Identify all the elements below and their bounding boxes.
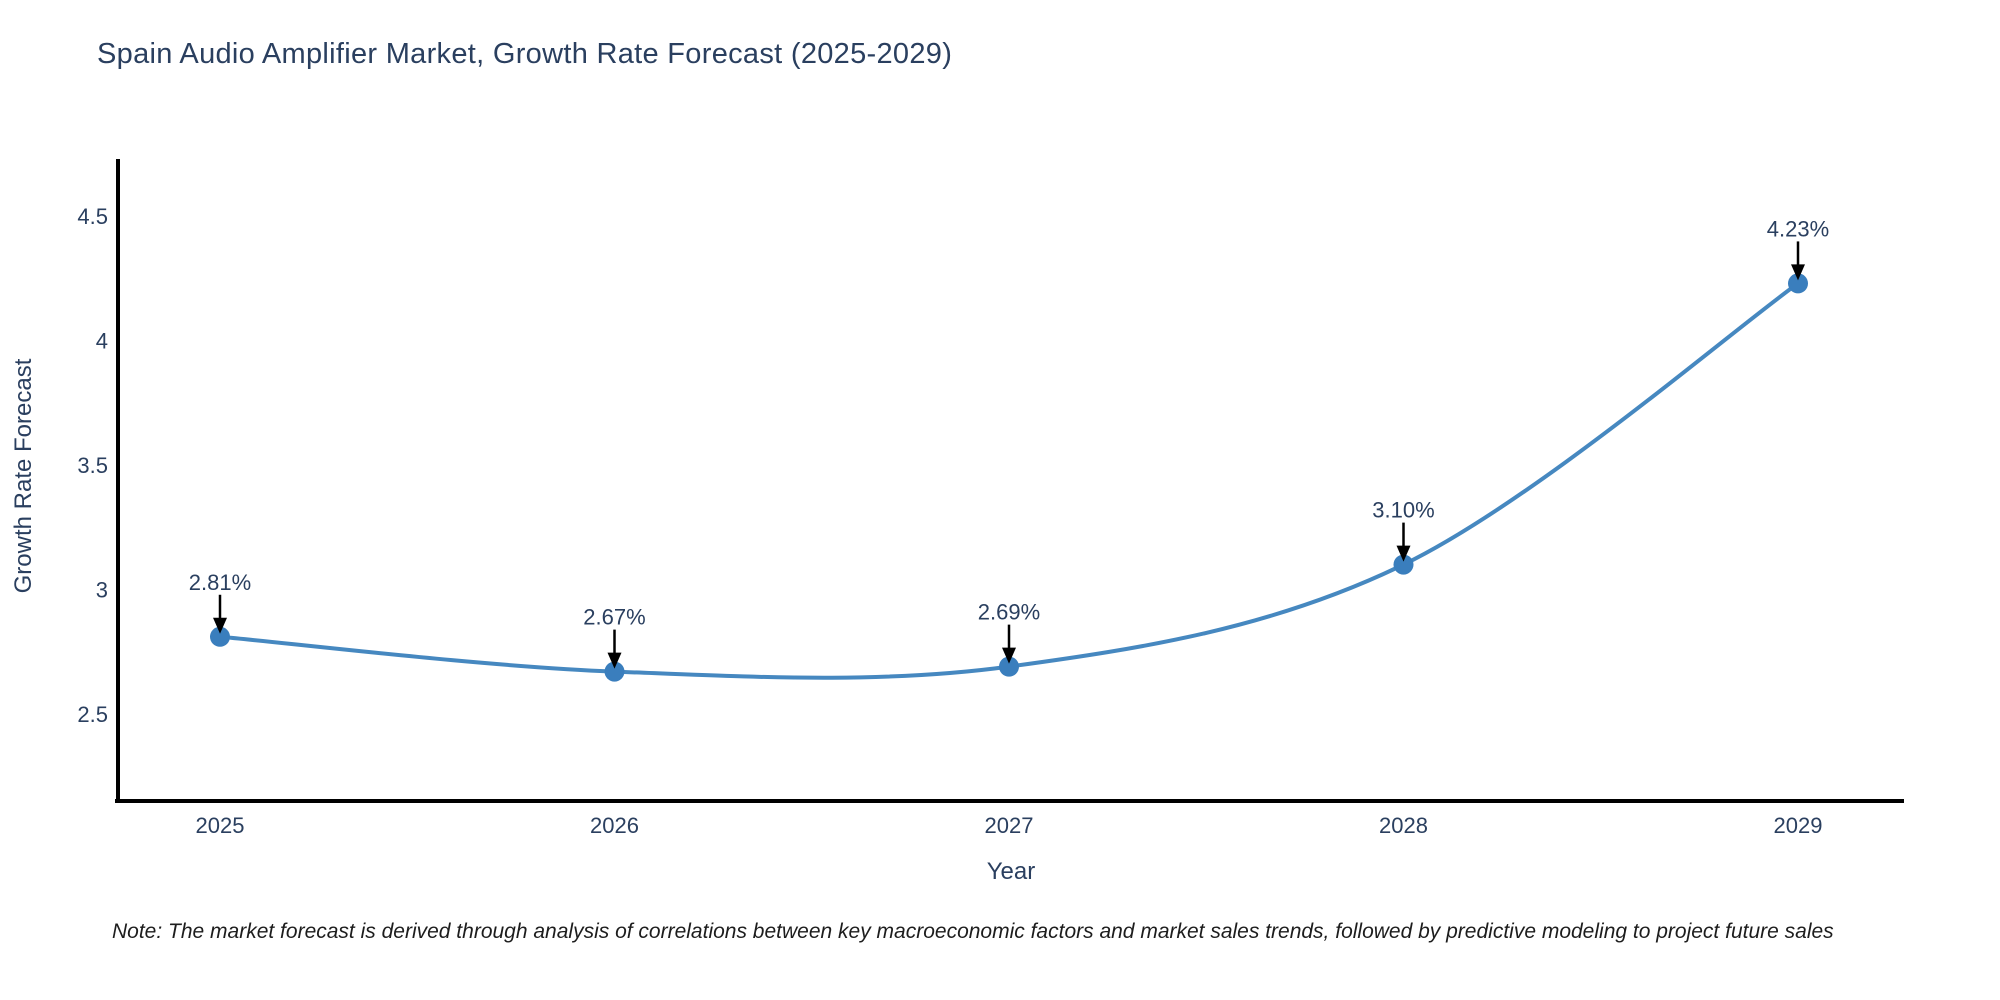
annotation-arrowhead (1791, 264, 1805, 281)
x-tick-label: 2026 (590, 813, 639, 838)
x-tick-label: 2025 (196, 813, 245, 838)
footnote: Note: The market forecast is derived thr… (112, 920, 1834, 943)
point-annotation-label: 3.10% (1372, 498, 1434, 523)
point-annotation-label: 4.23% (1767, 216, 1829, 241)
y-tick-label: 4.5 (77, 204, 108, 229)
point-annotation-label: 2.69% (978, 600, 1040, 625)
y-tick-label: 3 (96, 577, 108, 602)
y-tick-label: 3.5 (77, 453, 108, 478)
y-tick-label: 4 (96, 329, 108, 354)
x-axis-title: Year (986, 858, 1036, 885)
data-point-marker (1393, 554, 1414, 575)
data-point-marker (604, 661, 625, 682)
data-point-marker (210, 626, 230, 647)
x-tick-label: 2029 (1774, 813, 1823, 838)
annotation-arrowhead (213, 617, 227, 634)
point-annotation-label: 2.67% (583, 605, 645, 630)
series-line (218, 281, 1800, 680)
chart-title: Spain Audio Amplifier Market, Growth Rat… (97, 38, 953, 70)
annotation-arrowhead (1002, 647, 1016, 664)
y-tick-label: 2.5 (77, 702, 108, 727)
data-point-marker (999, 656, 1019, 677)
annotation-arrowhead (1396, 545, 1411, 562)
point-annotation-label: 2.81% (189, 570, 251, 595)
annotation-arrowhead (607, 652, 622, 669)
data-point-marker (1788, 273, 1808, 294)
x-tick-label: 2027 (985, 813, 1034, 838)
x-tick-label: 2028 (1379, 813, 1428, 838)
